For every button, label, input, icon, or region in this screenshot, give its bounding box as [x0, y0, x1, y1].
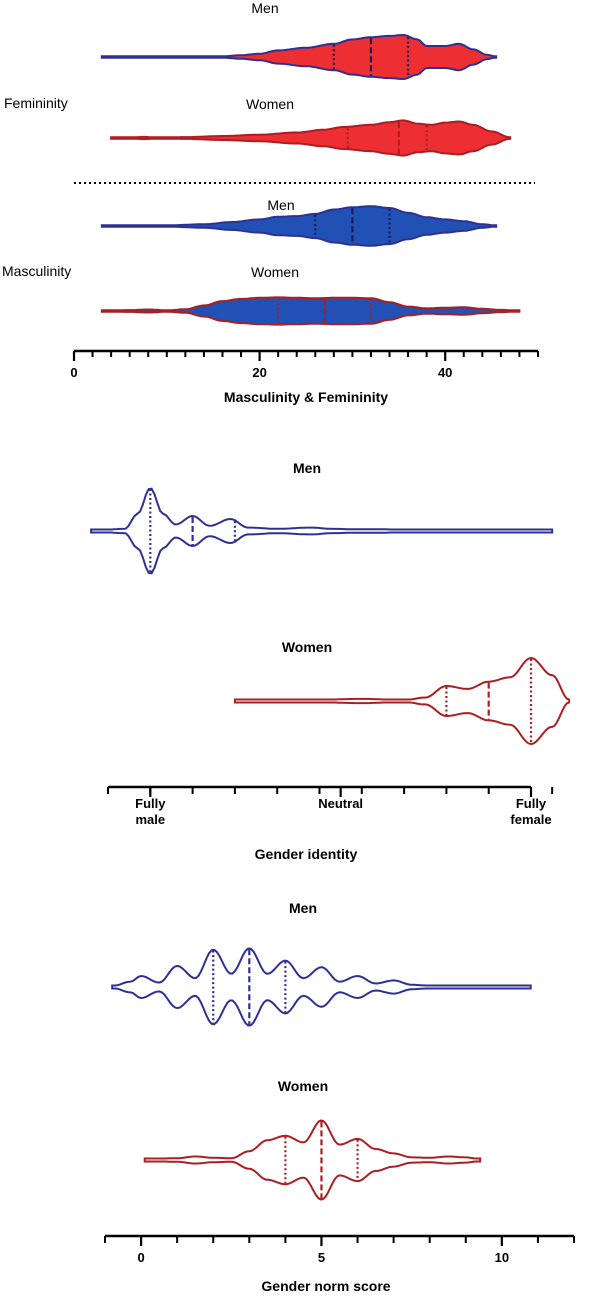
gi-violins — [90, 487, 571, 746]
gn-tick-label: 10 — [495, 1250, 509, 1265]
group-label-femininity: Femininity — [4, 95, 68, 111]
gi-violin-men-0 — [90, 487, 554, 575]
gi-tick-label: Fully — [516, 796, 547, 811]
gi-violin-women-1 — [233, 656, 571, 746]
series-label-masculinity-women: Women — [251, 264, 299, 280]
mf-violin-men-0 — [100, 33, 498, 81]
gi-tick-label: Fully — [135, 796, 166, 811]
gn-tick-label: 5 — [318, 1250, 325, 1265]
series-label-femininity-men: Men — [251, 0, 278, 16]
gi-tick-label: male — [135, 812, 165, 827]
gi-title-women: Women — [282, 639, 332, 655]
mf-x-axis-title: Masculinity & Femininity — [224, 389, 388, 405]
mf-tick-label: 40 — [438, 365, 452, 380]
gi-tick-label: Neutral — [318, 796, 363, 811]
series-label-masculinity-men: Men — [267, 197, 294, 213]
mf-violin-women-1 — [110, 119, 512, 157]
gi-title-men: Men — [293, 460, 321, 476]
mf-violin-women-3 — [100, 296, 521, 326]
gn-violin-men-0 — [111, 947, 532, 1027]
gi-tick-label: female — [510, 812, 551, 827]
series-label-femininity-women: Women — [246, 96, 294, 112]
mf-tick-label: 0 — [70, 365, 77, 380]
gn-x-axis: 0 5 10 — [104, 1234, 575, 1265]
gn-title-women: Women — [278, 1078, 328, 1094]
mf-tick-label: 20 — [252, 365, 266, 380]
gn-violin-women-1 — [143, 1119, 482, 1201]
mf-violin-men-2 — [100, 205, 498, 247]
group-label-masculinity: Masculinity — [2, 263, 71, 279]
gn-title-men: Men — [289, 900, 317, 916]
mf-x-axis: 0 20 40 — [70, 349, 539, 380]
gn-tick-label: 0 — [137, 1250, 144, 1265]
gn-violins — [111, 947, 532, 1201]
gn-x-axis-title: Gender norm score — [261, 1278, 390, 1294]
mf-violins — [100, 33, 521, 326]
chart-masculinity-femininity: Femininity Masculinity Men Women Men Wom… — [2, 0, 539, 405]
gi-x-axis-title: Gender identity — [255, 846, 358, 862]
chart-gender-norm: Men Women 0 5 10 Gender norm score — [104, 900, 575, 1294]
